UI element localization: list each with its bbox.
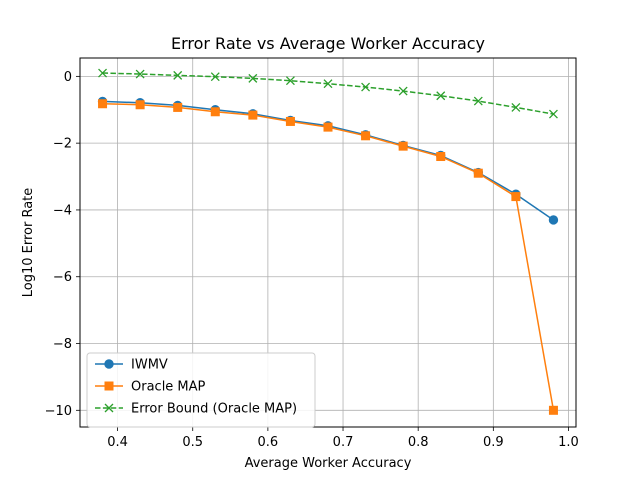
ticks: 0.4 0.5 0.6 0.7 0.8 0.9 1.0 0 −2 −4 −6 −8 −10 bbox=[45, 70, 579, 450]
legend-marker bbox=[104, 359, 114, 369]
data-point bbox=[436, 91, 446, 101]
legend-label: Error Bound (Oracle MAP) bbox=[131, 402, 297, 417]
x-tick-label: 0.7 bbox=[333, 435, 354, 450]
data-point bbox=[248, 110, 258, 120]
data-point bbox=[173, 102, 183, 112]
legend-entry: Error Bound (Oracle MAP) bbox=[95, 402, 297, 417]
y-tick-label: 0 bbox=[64, 70, 72, 85]
data-point bbox=[361, 82, 371, 92]
data-point bbox=[548, 405, 558, 415]
x-tick-label: 0.4 bbox=[107, 435, 128, 450]
data-point bbox=[210, 107, 220, 117]
data-point bbox=[398, 86, 408, 96]
legend: IWMV Oracle MAP Error Bound (Oracle MAP) bbox=[86, 352, 316, 428]
data-point bbox=[548, 109, 558, 119]
y-tick-label: −6 bbox=[53, 270, 72, 285]
data-point bbox=[398, 141, 408, 151]
legend-label: Oracle MAP bbox=[131, 380, 206, 395]
data-point bbox=[473, 168, 483, 178]
x-tick-label: 0.8 bbox=[408, 435, 429, 450]
data-point bbox=[98, 68, 108, 78]
y-tick-label: −10 bbox=[45, 404, 72, 419]
data-point bbox=[436, 152, 446, 162]
legend-entry: Oracle MAP bbox=[95, 380, 206, 395]
y-tick-label: −4 bbox=[53, 203, 72, 218]
data-point bbox=[248, 73, 258, 83]
data-point bbox=[323, 122, 333, 132]
data-point bbox=[548, 215, 559, 225]
y-axis-label: Log10 Error Rate bbox=[21, 188, 36, 298]
data-point bbox=[210, 72, 220, 82]
series-oracle-map bbox=[98, 99, 558, 415]
x-tick-label: 0.6 bbox=[258, 435, 279, 450]
data-point bbox=[511, 192, 521, 202]
legend-box bbox=[86, 352, 316, 428]
plot-frame bbox=[79, 57, 577, 428]
data-point bbox=[135, 69, 145, 79]
data-point bbox=[285, 116, 295, 126]
data-point bbox=[285, 76, 295, 86]
series-layer bbox=[97, 68, 559, 415]
data-point bbox=[323, 79, 333, 89]
legend-marker bbox=[104, 403, 114, 413]
legend-marker bbox=[104, 381, 114, 391]
legend-entry: IWMV bbox=[95, 358, 168, 373]
legend-label: IWMV bbox=[131, 358, 168, 373]
grid bbox=[80, 58, 576, 427]
y-tick-label: −8 bbox=[53, 337, 72, 352]
data-point bbox=[98, 99, 108, 109]
x-tick-label: 0.5 bbox=[182, 435, 203, 450]
series-error-bound-oracle-map bbox=[98, 68, 558, 119]
data-point bbox=[361, 131, 371, 141]
x-tick-label: 0.9 bbox=[483, 435, 504, 450]
chart-title: Error Rate vs Average Worker Accuracy bbox=[171, 34, 485, 53]
data-point bbox=[473, 96, 483, 106]
y-tick-label: −2 bbox=[53, 137, 72, 152]
data-point bbox=[135, 100, 145, 110]
data-point bbox=[173, 70, 183, 80]
x-axis-label: Average Worker Accuracy bbox=[245, 456, 412, 471]
data-point bbox=[511, 102, 521, 112]
x-tick-label: 1.0 bbox=[558, 435, 579, 450]
